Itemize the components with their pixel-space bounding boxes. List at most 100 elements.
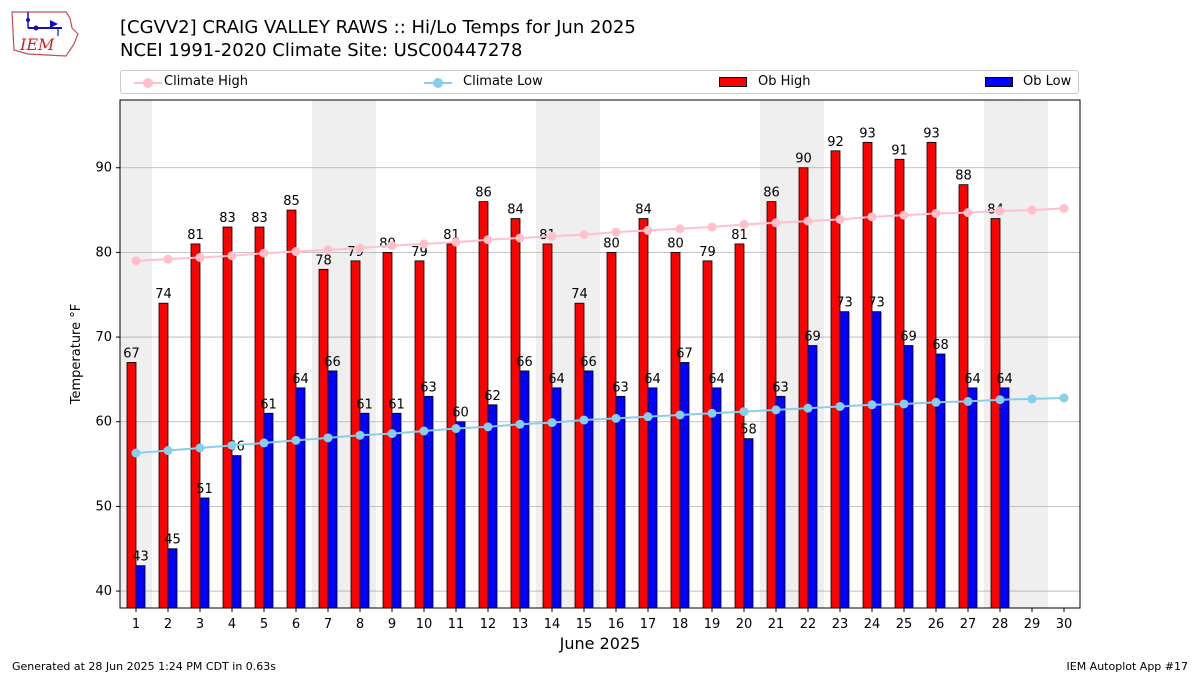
x-axis-label: June 2025 <box>559 634 641 653</box>
chart-title: [CGVV2] CRAIG VALLEY RAWS :: Hi/Lo Temps… <box>120 17 636 38</box>
climate-low-point <box>451 424 461 434</box>
x-tick-label: 13 <box>512 617 529 632</box>
ob-low-label: 61 <box>388 397 405 412</box>
ob-high-bar <box>990 218 1001 609</box>
ob-low-bar <box>743 438 754 609</box>
x-tick-label: 14 <box>544 617 561 632</box>
iem-logo: IEM <box>11 11 79 57</box>
climate-low-point <box>579 415 589 425</box>
y-tick-label: 80 <box>95 245 112 260</box>
climate-high-point <box>515 233 525 243</box>
climate-low-point <box>771 405 781 415</box>
x-tick-label: 2 <box>164 617 172 632</box>
x-tick-label: 7 <box>324 617 332 632</box>
ob-low-bar <box>455 421 466 609</box>
climate-low-point <box>707 408 717 418</box>
climate-low-point <box>291 435 301 445</box>
x-tick-label: 30 <box>1056 617 1073 632</box>
x-tick-label: 8 <box>356 617 364 632</box>
climate-high-point <box>739 219 749 229</box>
climate-high-point <box>547 231 557 241</box>
ob-low-bar <box>807 345 818 609</box>
ob-low-bar <box>775 395 786 609</box>
climate-high-point <box>771 218 781 228</box>
climate-high-point <box>451 237 461 247</box>
x-tick-label: 27 <box>960 617 977 632</box>
ob-low-label: 67 <box>676 346 693 361</box>
x-tick-label: 1 <box>132 617 140 632</box>
ob-low-bar <box>711 387 722 609</box>
ob-high-bar <box>862 141 873 609</box>
ob-low-bar <box>487 404 498 609</box>
logo-text: IEM <box>19 35 55 54</box>
climate-high-line <box>135 207 1065 262</box>
ob-high-label: 91 <box>891 143 908 158</box>
climate-high-point <box>419 239 429 249</box>
x-tick-label: 10 <box>416 617 433 632</box>
climate-low-marker <box>433 78 443 88</box>
climate-low-point <box>547 418 557 428</box>
ob-high-bar <box>222 226 233 609</box>
climate-high-point <box>227 251 237 261</box>
ob-low-bar <box>679 362 690 609</box>
ob-high-label: 84 <box>635 203 652 218</box>
ob-high-label: 83 <box>251 211 268 226</box>
ob-low-label: 60 <box>452 406 469 421</box>
ob-low-label: 63 <box>420 380 437 395</box>
ob-low-bar <box>135 565 146 609</box>
x-tick-label: 26 <box>928 617 945 632</box>
ob-low-label: 73 <box>868 296 885 311</box>
ob-low-bar <box>167 548 178 609</box>
x-tick-label: 12 <box>480 617 497 632</box>
climate-high-point <box>323 245 333 255</box>
x-tick-label: 21 <box>768 617 785 632</box>
climate-high-point <box>483 235 493 245</box>
x-tick-label: 16 <box>608 617 625 632</box>
legend-label: Climate High <box>164 74 249 89</box>
ob-low-bar <box>615 395 626 609</box>
climate-low-point <box>131 448 141 458</box>
ob-low-bar <box>519 370 530 609</box>
ob-low-label: 62 <box>484 389 501 404</box>
x-tick-label: 6 <box>292 617 300 632</box>
ob-high-label: 79 <box>411 245 428 260</box>
ob-high-label: 85 <box>283 194 300 209</box>
x-tick-label: 5 <box>260 617 268 632</box>
ob-high-bar <box>894 158 905 609</box>
y-tick-label: 90 <box>95 161 112 176</box>
climate-low-point <box>419 426 429 436</box>
climate-low-point <box>803 403 813 413</box>
x-tick-label: 24 <box>864 617 881 632</box>
ob-low-bar <box>967 387 978 609</box>
ob-low-label: 66 <box>516 355 533 370</box>
climate-high-point <box>387 241 397 251</box>
ob-low-label: 45 <box>164 533 181 548</box>
climate-low-point <box>995 395 1005 405</box>
ob-low-bar <box>359 412 370 609</box>
climate-high-point <box>1027 205 1037 215</box>
legend-label: Ob High <box>758 74 811 89</box>
climate-high-point <box>931 208 941 218</box>
ob-high-label: 74 <box>571 287 588 302</box>
climate-high-point <box>963 208 973 218</box>
app-footer: IEM Autoplot App #17 <box>1066 660 1189 673</box>
climate-high-point <box>643 225 653 235</box>
x-tick-label: 29 <box>1024 617 1041 632</box>
ob-high-bar <box>126 362 137 609</box>
ob-high-label: 79 <box>699 245 716 260</box>
ob-high-bar <box>574 302 585 609</box>
climate-low-point <box>931 397 941 407</box>
ob-high-bar <box>158 302 169 609</box>
climate-high-point <box>899 210 909 220</box>
ob-low-label: 61 <box>356 397 373 412</box>
climate-low-point <box>323 433 333 443</box>
ob-low-label: 64 <box>964 372 981 387</box>
ob-high-label: 81 <box>731 228 748 243</box>
ob-low-label: 68 <box>932 338 949 353</box>
ob-low-bar <box>295 387 306 609</box>
x-tick-label: 4 <box>228 617 236 632</box>
climate-low-point <box>355 430 365 440</box>
ob-high-label: 84 <box>507 203 524 218</box>
ob-low-bar <box>391 412 402 609</box>
y-tick-label: 40 <box>95 584 112 599</box>
